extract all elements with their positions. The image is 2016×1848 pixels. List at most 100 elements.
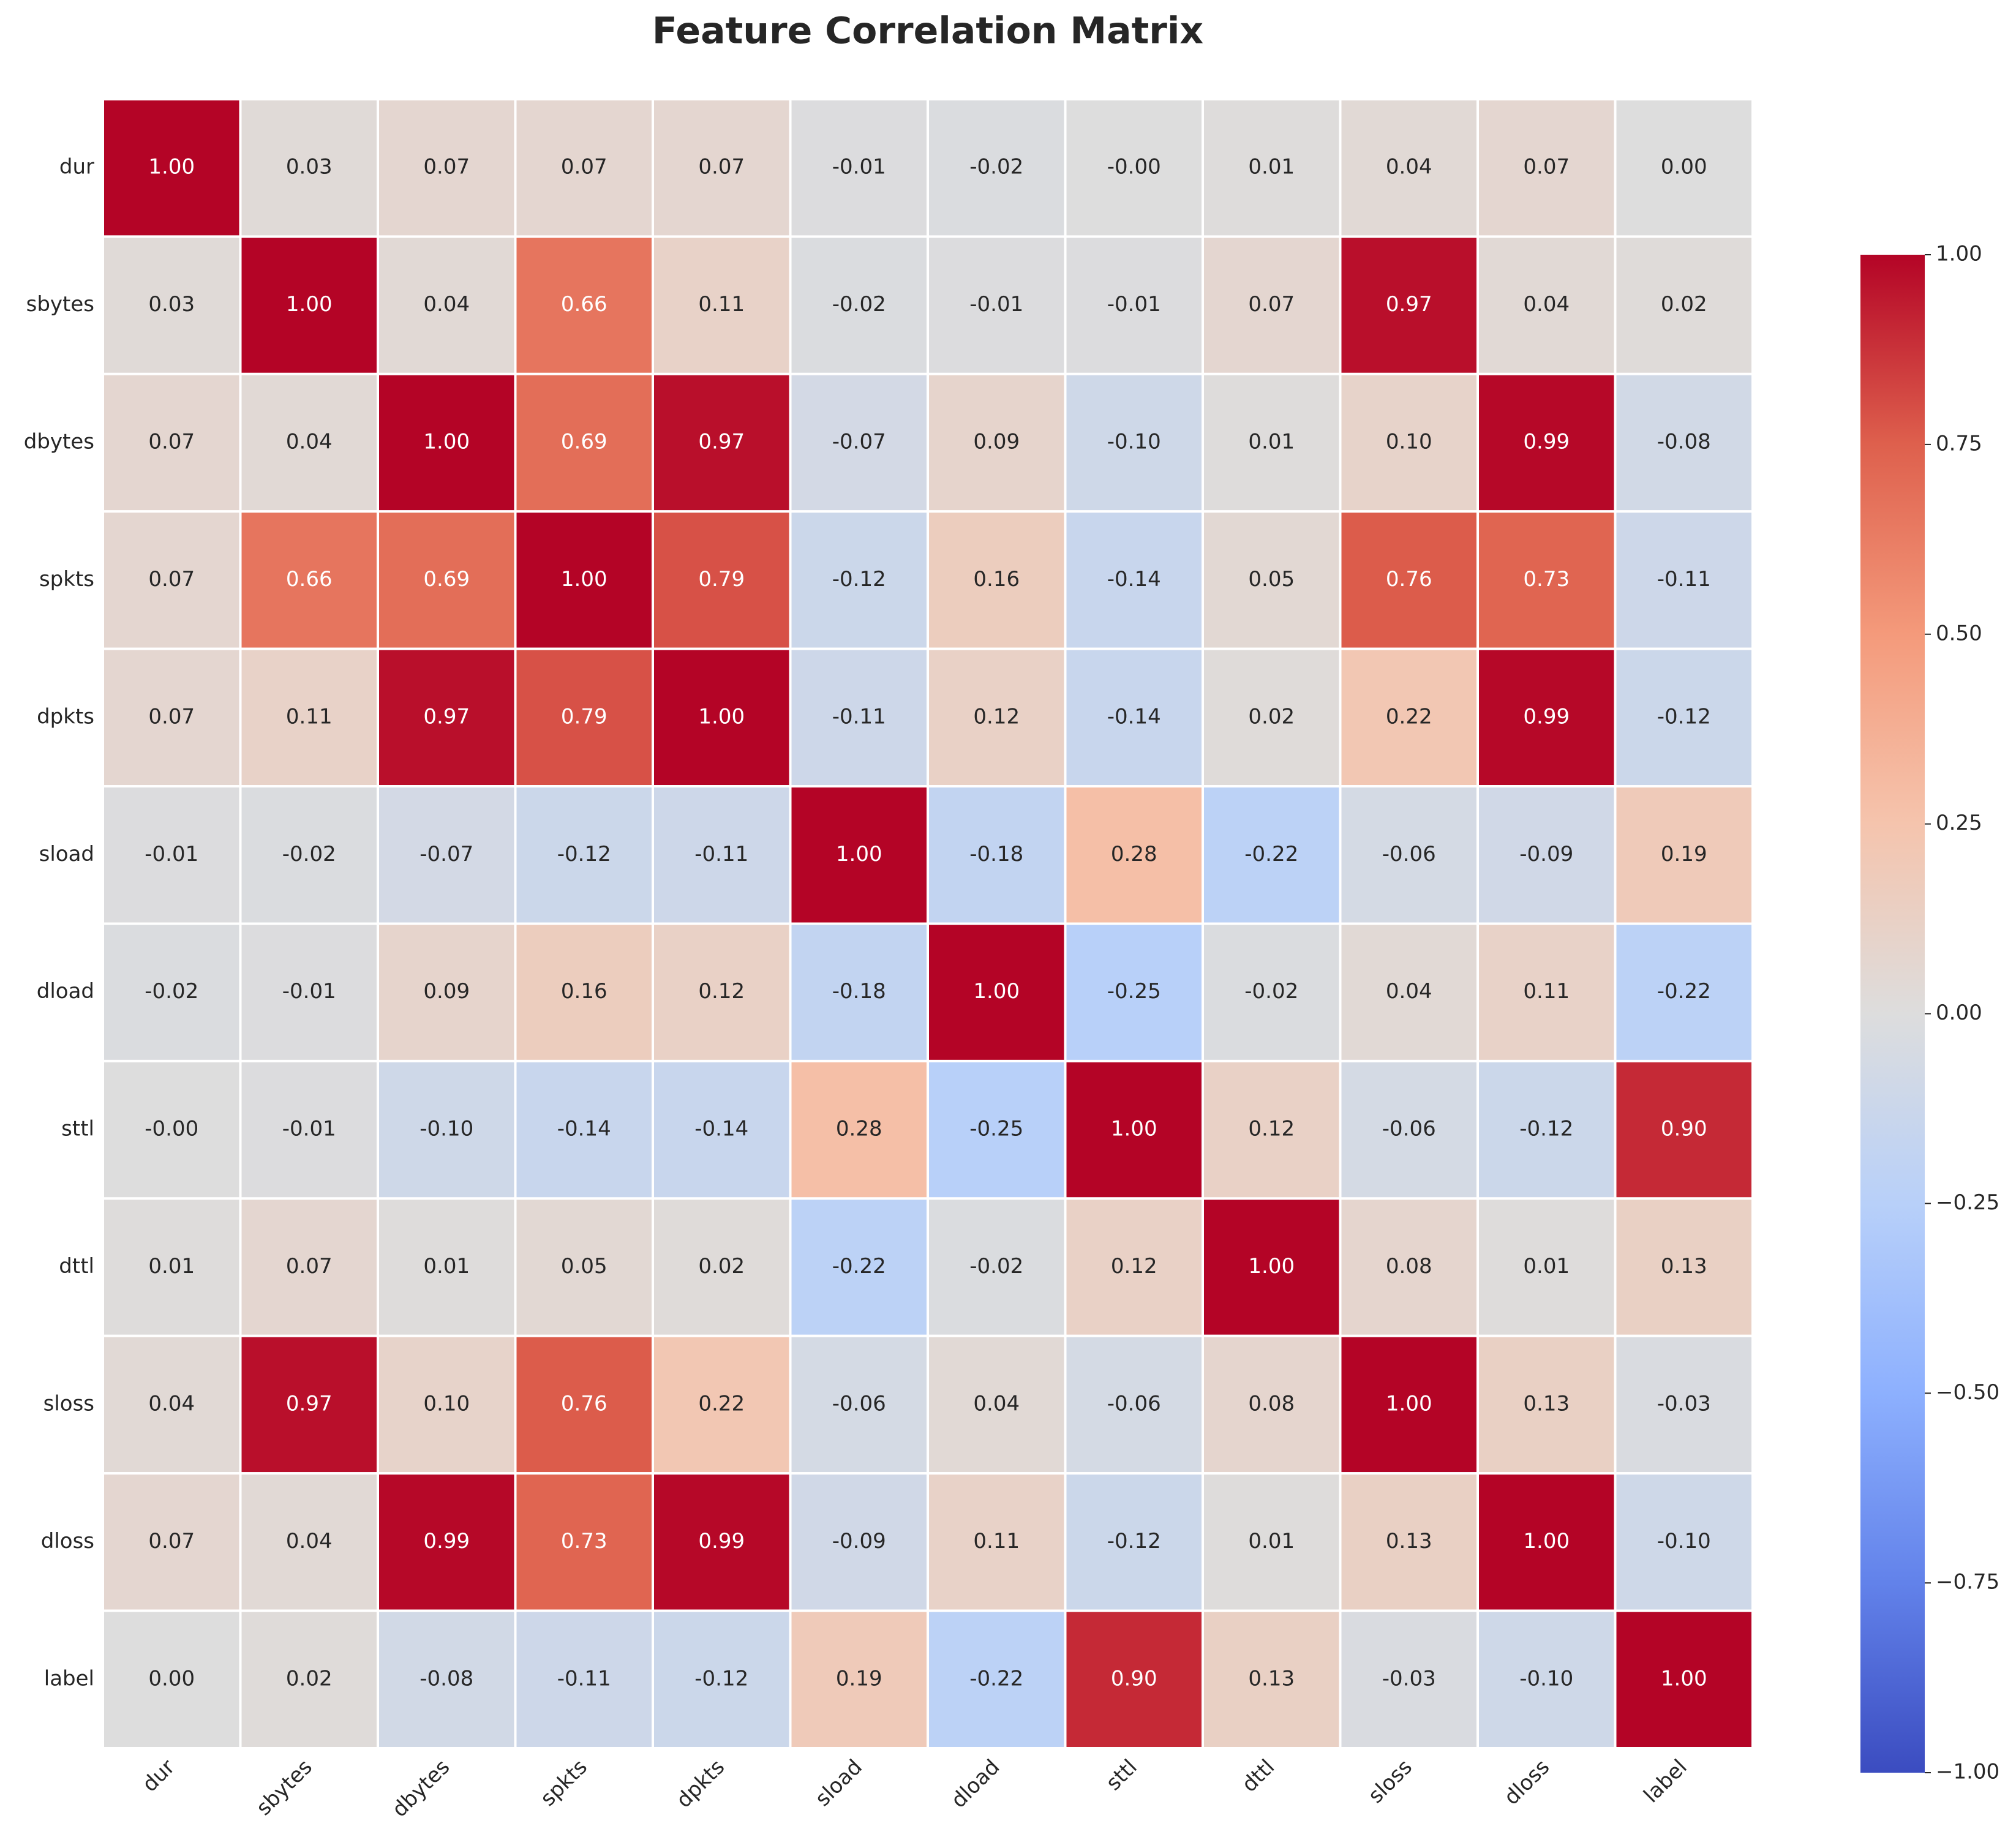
cell-label: 0.99 [423, 1529, 470, 1553]
y-tick-label: sbytes [26, 292, 94, 317]
colorbar-tick-label: −0.75 [1936, 1570, 1999, 1594]
heatmap-cell [1202, 1059, 1342, 1200]
heatmap-cell [927, 235, 1067, 375]
colorbar-tick-label: −0.50 [1936, 1380, 1999, 1405]
cell-label: 0.11 [698, 292, 745, 317]
cell-label: -0.01 [1107, 292, 1161, 317]
heatmap-cell [102, 1472, 242, 1612]
cell-label: 1.00 [148, 155, 195, 179]
cell-label: 0.02 [1248, 704, 1295, 729]
cell-label: 0.11 [1523, 979, 1570, 1004]
heatmap-cell [1476, 235, 1617, 375]
cell-label: 0.73 [561, 1529, 607, 1553]
colorbar-tick-label: 0.75 [1936, 431, 1982, 456]
cell-label: 0.05 [561, 1254, 607, 1279]
heatmap-cell [1339, 1059, 1479, 1200]
cell-label: -0.11 [1657, 567, 1711, 592]
cell-label: -0.10 [1519, 1666, 1573, 1691]
cell-label: 0.11 [973, 1529, 1020, 1553]
heatmap-cell [239, 785, 379, 925]
colorbar-tick-label: 0.00 [1936, 1001, 1982, 1025]
y-tick-label: dur [59, 155, 94, 179]
cell-label: 0.90 [1111, 1666, 1157, 1691]
heatmap-cell [239, 1609, 379, 1749]
heatmap-cell [102, 372, 242, 513]
cell-label: 0.07 [698, 155, 745, 179]
heatmap-cell [789, 1609, 929, 1749]
cell-label: 0.01 [1523, 1254, 1570, 1279]
cell-label: -0.06 [1382, 1117, 1436, 1141]
heatmap-cell [927, 1059, 1067, 1200]
heatmap-cell [927, 785, 1067, 925]
cell-label: 1.00 [1248, 1254, 1295, 1279]
heatmap-cell [652, 372, 792, 513]
heatmap-cell [1064, 1059, 1204, 1200]
heatmap-cell [102, 1059, 242, 1200]
heatmap-cell [1202, 510, 1342, 650]
heatmap-cell [1064, 785, 1204, 925]
heatmap-cell [652, 1059, 792, 1200]
y-tick-label: sttl [61, 1117, 94, 1141]
heatmap-cell [927, 372, 1067, 513]
cell-label: 0.01 [1248, 1529, 1295, 1553]
cell-label: -0.03 [1382, 1666, 1436, 1691]
cell-label: 0.22 [1386, 704, 1432, 729]
cell-label: -0.02 [969, 155, 1023, 179]
heatmap-cell [1476, 510, 1617, 650]
heatmap-cell [927, 1472, 1067, 1612]
cell-label: 0.16 [561, 979, 607, 1004]
heatmap-cell [652, 1334, 792, 1475]
heatmap-cell [652, 922, 792, 1062]
cell-label: -0.18 [832, 979, 886, 1004]
heatmap-cell [377, 1334, 517, 1475]
cell-label: 0.03 [286, 155, 333, 179]
heatmap-cell [1614, 235, 1754, 375]
cell-label: 0.03 [148, 292, 195, 317]
heatmap-cell [239, 235, 379, 375]
cell-label: -0.12 [694, 1666, 748, 1691]
heatmap-cell [239, 1472, 379, 1612]
cell-label: -0.09 [832, 1529, 886, 1553]
cell-label: -0.10 [1107, 430, 1161, 454]
heatmap-cell [1476, 647, 1617, 788]
cell-label: 0.04 [286, 430, 333, 454]
cell-label: 0.13 [1661, 1254, 1707, 1279]
cell-label: 0.00 [1661, 155, 1707, 179]
heatmap-cell [652, 785, 792, 925]
heatmap-cell [1339, 922, 1479, 1062]
heatmap-cell [1339, 510, 1479, 650]
cell-label: 1.00 [423, 430, 470, 454]
cell-label: -0.11 [557, 1666, 611, 1691]
y-tick-label: dbytes [24, 430, 94, 454]
cell-label: 1.00 [973, 979, 1020, 1004]
cell-label: 0.07 [561, 155, 607, 179]
cell-label: 0.66 [561, 292, 607, 317]
heatmap-cell [652, 510, 792, 650]
heatmap-cell [1339, 647, 1479, 788]
cell-label: 0.04 [1386, 155, 1432, 179]
cell-label: 0.09 [973, 430, 1020, 454]
cell-label: -0.02 [832, 292, 886, 317]
cell-label: -0.12 [832, 567, 886, 592]
heatmap-cell [377, 1609, 517, 1749]
heatmap-cell [1476, 1609, 1617, 1749]
cell-label: 1.00 [561, 567, 607, 592]
cell-label: 0.07 [148, 704, 195, 729]
cell-label: 0.79 [698, 567, 745, 592]
cell-label: 0.99 [698, 1529, 745, 1553]
cell-label: -0.01 [832, 155, 886, 179]
heatmap-cell [239, 510, 379, 650]
cell-label: 0.12 [973, 704, 1020, 729]
cell-label: -0.06 [1382, 842, 1436, 866]
heatmap-cell [102, 235, 242, 375]
cell-label: 0.11 [286, 704, 333, 729]
cell-label: 0.01 [148, 1254, 195, 1279]
heatmap-cell [1614, 785, 1754, 925]
heatmap-cell [1064, 98, 1204, 238]
heatmap-cell [1614, 1609, 1754, 1749]
cell-label: -0.14 [1107, 704, 1161, 729]
cell-label: 0.04 [286, 1529, 333, 1553]
cell-label: 0.04 [148, 1391, 195, 1416]
heatmap-cell [1202, 235, 1342, 375]
y-tick-label: sload [39, 842, 94, 866]
